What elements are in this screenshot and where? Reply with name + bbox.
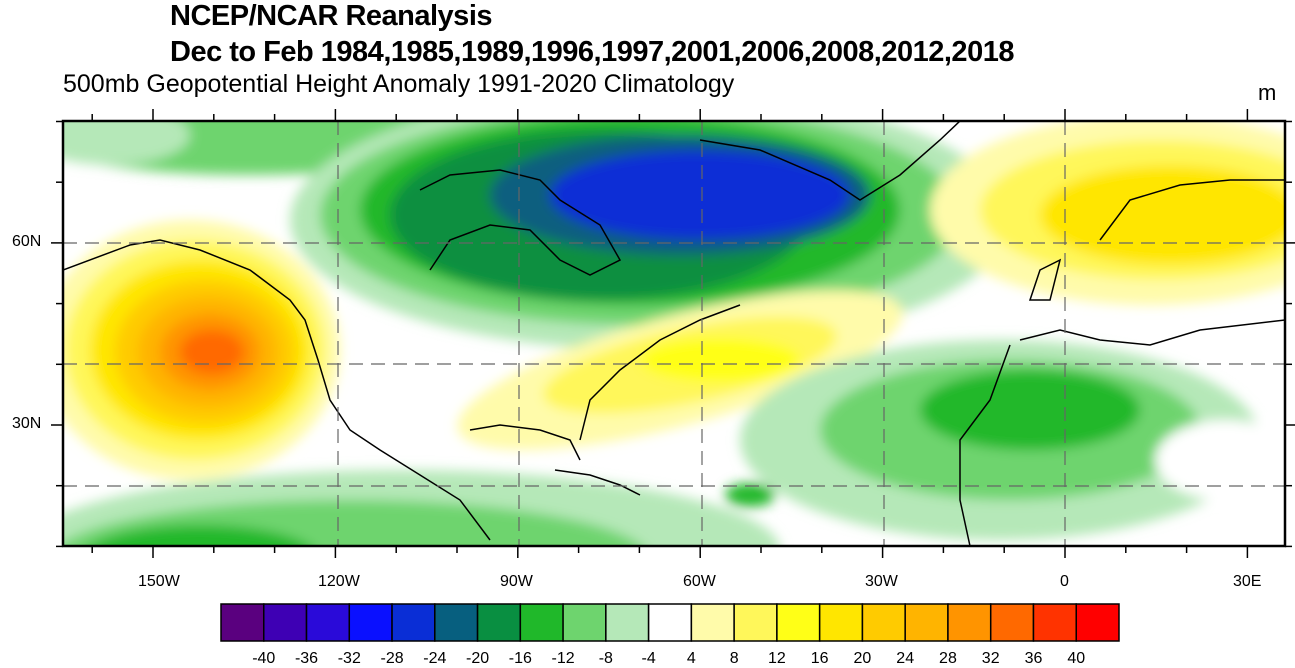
coastlines — [63, 121, 1285, 546]
map-frame — [61, 119, 1287, 548]
chart-title: NCEP/NCAR Reanalysis — [170, 0, 493, 32]
colorbar-label: 4 — [686, 650, 696, 667]
colorbar-swatch — [220, 603, 265, 642]
colorbar-swatch — [348, 603, 393, 642]
colorbar-label: -36 — [294, 650, 319, 667]
colorbar-label: 28 — [939, 650, 957, 667]
colorbar-swatch — [818, 603, 864, 642]
lat-label: 30N — [12, 415, 42, 432]
axis-ticks — [51, 109, 1295, 558]
colorbar-swatch — [947, 603, 992, 642]
colorbar-label: -24 — [423, 650, 447, 667]
colorbar-label: 12 — [767, 650, 786, 667]
colorbar — [220, 603, 1120, 642]
colorbar-swatch — [1075, 603, 1120, 642]
colorbar-swatch — [733, 603, 778, 642]
colorbar-label: -40 — [252, 650, 276, 667]
colorbar-swatch — [476, 603, 522, 642]
colorbar-label: -16 — [508, 650, 532, 667]
colorbar-label: 16 — [810, 650, 829, 667]
colorbar-swatch — [519, 603, 564, 642]
anomaly-field — [63, 121, 1285, 546]
graticule — [63, 121, 1285, 546]
colorbar-label: 36 — [1024, 650, 1043, 667]
lon-label: 120W — [318, 573, 360, 590]
lon-label: 60W — [683, 573, 716, 590]
colorbar-swatch — [305, 603, 351, 642]
colorbar-label: -28 — [380, 650, 404, 667]
colorbar-swatch — [861, 603, 906, 642]
colorbar-label: -32 — [337, 650, 361, 667]
lat-label: 60N — [12, 233, 42, 250]
colorbar-swatch — [989, 603, 1035, 642]
colorbar-swatch — [1032, 603, 1077, 642]
colorbar-label: -4 — [641, 650, 656, 667]
colorbar-label: -12 — [551, 650, 575, 667]
colorbar-label: 32 — [981, 650, 1000, 667]
lon-label: 90W — [500, 573, 533, 590]
colorbar-swatch — [904, 603, 949, 642]
colorbar-swatch — [776, 603, 821, 642]
colorbar-swatch — [434, 603, 479, 642]
colorbar-label: -20 — [466, 650, 490, 667]
chart-subtitle: Dec to Feb 1984,1985,1989,1996,1997,2001… — [170, 36, 1014, 68]
lon-label: 30W — [865, 573, 898, 590]
lon-label: 0 — [1060, 573, 1069, 590]
colorbar-swatch — [647, 603, 693, 642]
colorbar-swatch — [605, 603, 650, 642]
colorbar-label: -8 — [598, 650, 613, 667]
colorbar-swatch — [263, 603, 308, 642]
variable-label: 500mb Geopotential Height Anomaly 1991-2… — [63, 70, 735, 98]
colorbar-swatch — [562, 603, 607, 642]
lon-label: 30E — [1233, 573, 1262, 590]
colorbar-label: 8 — [729, 650, 739, 667]
colorbar-swatch — [391, 603, 436, 642]
colorbar-label: 40 — [1067, 650, 1086, 667]
colorbar-swatch — [690, 603, 735, 642]
lon-label: 150W — [138, 573, 180, 590]
colorbar-label: 20 — [853, 650, 872, 667]
units-label: m — [1258, 80, 1277, 105]
colorbar-label: 24 — [896, 650, 915, 667]
